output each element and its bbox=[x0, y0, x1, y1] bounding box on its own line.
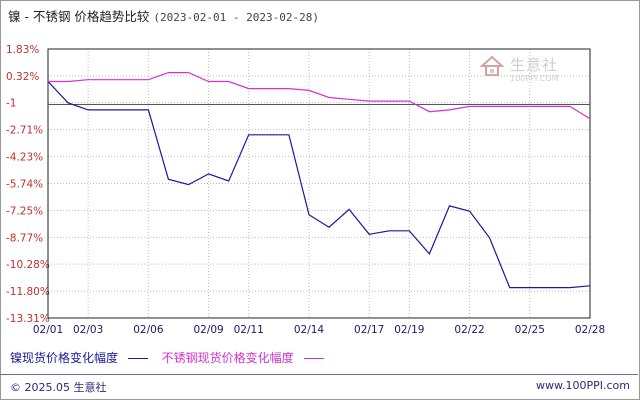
x-tick-label: 02/28 bbox=[575, 324, 605, 336]
x-tick-label: 02/14 bbox=[294, 324, 325, 336]
legend-swatch-stainless bbox=[303, 358, 324, 359]
legend: 镍现货价格变化幅度 不锈钢现货价格变化幅度 bbox=[10, 349, 334, 366]
series-line-stainless bbox=[48, 71, 591, 120]
x-tick-label: 02/19 bbox=[394, 324, 424, 336]
house-logo-icon bbox=[480, 55, 504, 76]
chart-title: 镍 - 不锈钢 价格趋势比较 (2023-02-01 - 2023-02-28) bbox=[8, 6, 319, 25]
x-tick-label: 02/06 bbox=[133, 324, 164, 336]
watermark-sub: 100PPI.COM bbox=[510, 74, 559, 83]
x-tick-label: 02/17 bbox=[354, 324, 384, 336]
legend-label-nickel: 镍现货价格变化幅度 bbox=[10, 351, 119, 365]
legend-item-stainless: 不锈钢现货价格变化幅度 bbox=[162, 349, 324, 366]
footer-copyright: © 2025.05 生意社 bbox=[10, 381, 107, 394]
y-tick-label: -1 bbox=[6, 98, 16, 110]
y-tick-label: -5.74% bbox=[6, 179, 43, 191]
x-tick-label: 02/11 bbox=[234, 324, 264, 336]
y-tick-label: -2.71% bbox=[6, 125, 43, 137]
y-tick-label: -4.23% bbox=[6, 152, 43, 164]
y-tick-label: -10.28% bbox=[6, 259, 50, 271]
series-line-nickel bbox=[47, 81, 591, 289]
footer-site-link[interactable]: www.100PPI.com bbox=[536, 379, 630, 392]
x-tick-label: 02/01 bbox=[33, 324, 63, 336]
footer-divider bbox=[0, 374, 638, 375]
legend-swatch-nickel bbox=[127, 358, 148, 359]
y-tick-label: 0.32% bbox=[6, 71, 39, 83]
y-tick-label: -8.77% bbox=[6, 232, 43, 244]
x-tick-label: 02/03 bbox=[73, 324, 103, 336]
y-tick-label: 1.83% bbox=[6, 44, 39, 56]
x-tick-label: 02/25 bbox=[515, 324, 545, 336]
y-tick-label: -11.80% bbox=[6, 286, 50, 298]
x-tick-label: 02/22 bbox=[454, 324, 484, 336]
legend-item-nickel: 镍现货价格变化幅度 bbox=[10, 349, 148, 366]
y-tick-label: -7.25% bbox=[6, 205, 43, 217]
plot-area-border bbox=[47, 48, 591, 319]
chart-date-range: (2023-02-01 - 2023-02-28) bbox=[153, 11, 319, 24]
watermark: 生意社 100PPI.COM bbox=[480, 52, 580, 92]
x-tick-label: 02/09 bbox=[193, 324, 223, 336]
watermark-text: 生意社 bbox=[510, 56, 559, 74]
chart-title-text: 镍 - 不锈钢 价格趋势比较 bbox=[8, 9, 150, 24]
y-tick-label: -13.31% bbox=[6, 313, 50, 325]
legend-label-stainless: 不锈钢现货价格变化幅度 bbox=[161, 351, 294, 365]
